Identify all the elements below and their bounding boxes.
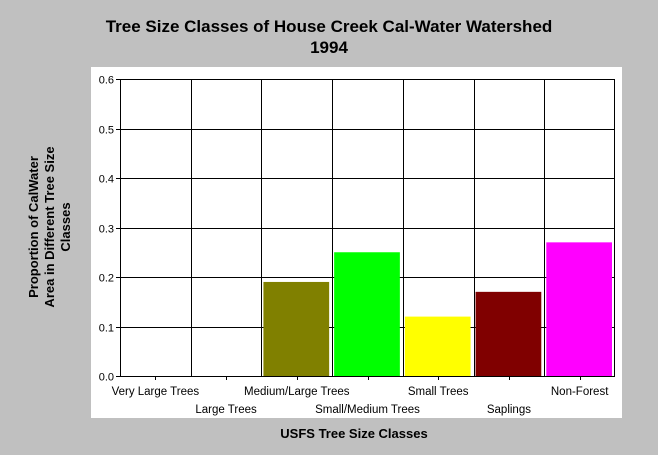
x-tick-label: Very Large Trees bbox=[112, 386, 200, 398]
x-tick-label: Non-Forest bbox=[551, 386, 609, 398]
y-axis-label-line-3: Classes bbox=[58, 202, 73, 251]
plot-frame bbox=[120, 79, 615, 377]
axes bbox=[116, 79, 615, 380]
bars bbox=[263, 242, 612, 376]
bar bbox=[475, 291, 542, 376]
bar bbox=[334, 252, 400, 376]
x-tick-label: Large Trees bbox=[195, 404, 257, 416]
x-tick-labels: Very Large Trees Large Trees Medium/Large … bbox=[112, 386, 610, 416]
bar bbox=[263, 281, 330, 376]
x-tick-label: Medium/Large Trees bbox=[244, 386, 350, 398]
x-tick-label: Small/Medium Trees bbox=[315, 404, 420, 416]
y-tick-label: 0.1 bbox=[99, 323, 114, 335]
y-tick-label: 0.0 bbox=[99, 372, 114, 384]
y-tick-label: 0.6 bbox=[99, 75, 114, 87]
x-tick-label: Small Trees bbox=[408, 386, 469, 398]
y-tick-labels: 0.0 0.1 0.2 0.3 0.4 0.5 0.6 bbox=[99, 75, 114, 384]
chart-subtitle: 1994 bbox=[310, 38, 348, 57]
y-tick-label: 0.4 bbox=[99, 174, 114, 186]
y-tick-label: 0.3 bbox=[99, 224, 114, 236]
y-axis-label-line-1: Proportion of CalWater bbox=[26, 156, 41, 298]
y-axis-label-line-2: Area in Different Tree Size bbox=[42, 146, 57, 307]
chart-title: Tree Size Classes of House Creek Cal-Wat… bbox=[106, 17, 553, 36]
y-tick-label: 0.5 bbox=[99, 125, 114, 137]
y-tick-label: 0.2 bbox=[99, 273, 114, 285]
bar bbox=[546, 242, 612, 376]
x-axis-label: USFS Tree Size Classes bbox=[280, 426, 427, 441]
bar bbox=[404, 316, 471, 376]
x-tick-label: Saplings bbox=[487, 404, 531, 416]
y-axis-label: Proportion of CalWater Area in Different… bbox=[26, 146, 73, 307]
